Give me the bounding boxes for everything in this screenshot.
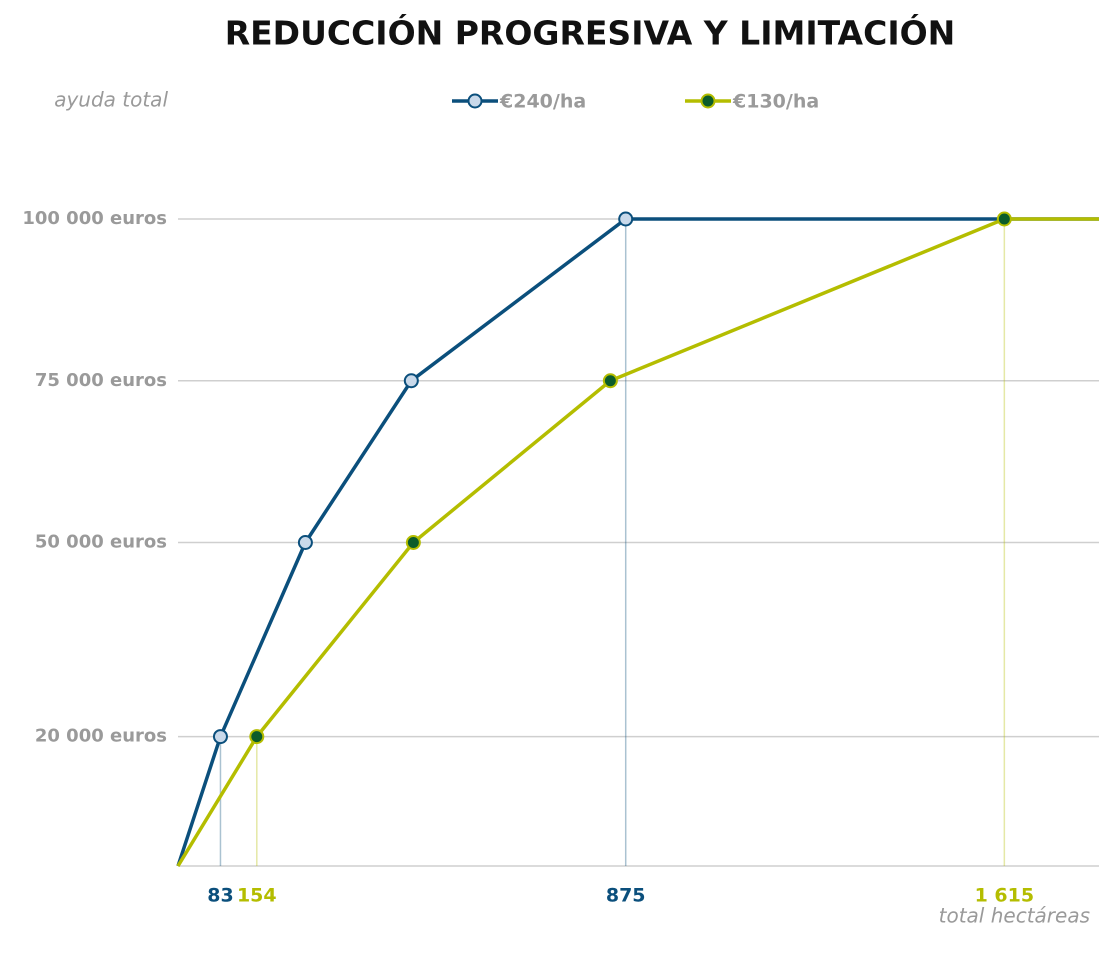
y-tick-label: 75 000 euros [35, 370, 167, 391]
legend-marker [467, 93, 483, 109]
point [403, 373, 419, 389]
point [618, 211, 634, 227]
point [405, 535, 421, 550]
x-tick-label: 1 615 [975, 885, 1035, 907]
y-tick-label: 50 000 euros [35, 532, 167, 553]
x-tick-label: 875 [606, 885, 646, 907]
chart-title: REDUCCIÓN PROGRESIVA Y LIMITACIÓN [225, 13, 956, 53]
x-tick-label: 154 [237, 885, 277, 907]
point [212, 729, 228, 745]
y-tick-label: 20 000 euros [35, 726, 167, 747]
point [602, 373, 618, 389]
legend-marker [700, 93, 716, 109]
y-tick-label: 100 000 euros [22, 208, 167, 229]
point [249, 729, 265, 745]
y-axis-label: ayuda total [54, 88, 168, 112]
legend-label: €130/ha [732, 91, 819, 113]
point [996, 211, 1012, 227]
x-axis-label: total hectáreas [939, 904, 1090, 928]
x-tick-label: 83 [207, 885, 233, 907]
point [297, 535, 313, 550]
series-line [176, 217, 1099, 867]
series-line [176, 217, 1099, 867]
legend-label: €240/ha [499, 91, 586, 113]
